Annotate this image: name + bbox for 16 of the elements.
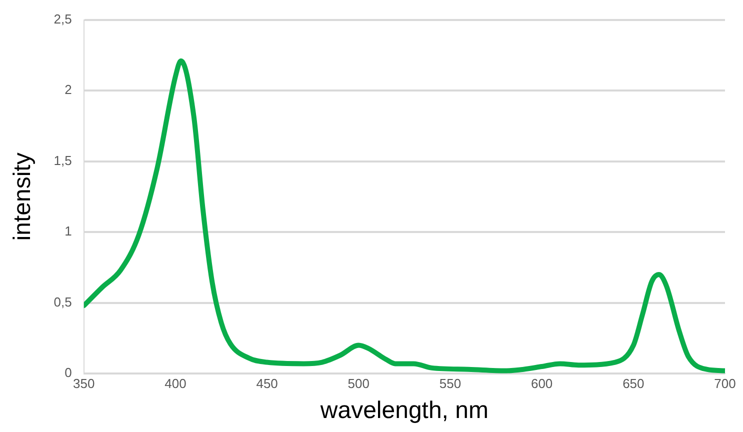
x-axis-title: wavelength, nm [319, 397, 488, 424]
x-tick-label: 450 [256, 376, 278, 391]
x-tick-label: 600 [530, 376, 553, 391]
y-tick-label: 2 [64, 82, 72, 98]
y-tick-label: 0,5 [54, 294, 72, 310]
y-axis-title: intensity [9, 152, 36, 241]
x-tick-label: 350 [73, 376, 95, 391]
y-tick-label: 1,5 [54, 152, 72, 168]
y-tick-label: 2,5 [54, 11, 72, 26]
y-tick-label: 0 [64, 365, 72, 380]
x-tick-label: 400 [164, 376, 186, 391]
y-tick-label: 1 [64, 224, 72, 239]
x-tick-label: 550 [439, 376, 462, 391]
x-tick-label: 650 [622, 376, 644, 391]
x-tick-label: 700 [714, 376, 736, 391]
x-tick-label: 500 [348, 376, 370, 391]
